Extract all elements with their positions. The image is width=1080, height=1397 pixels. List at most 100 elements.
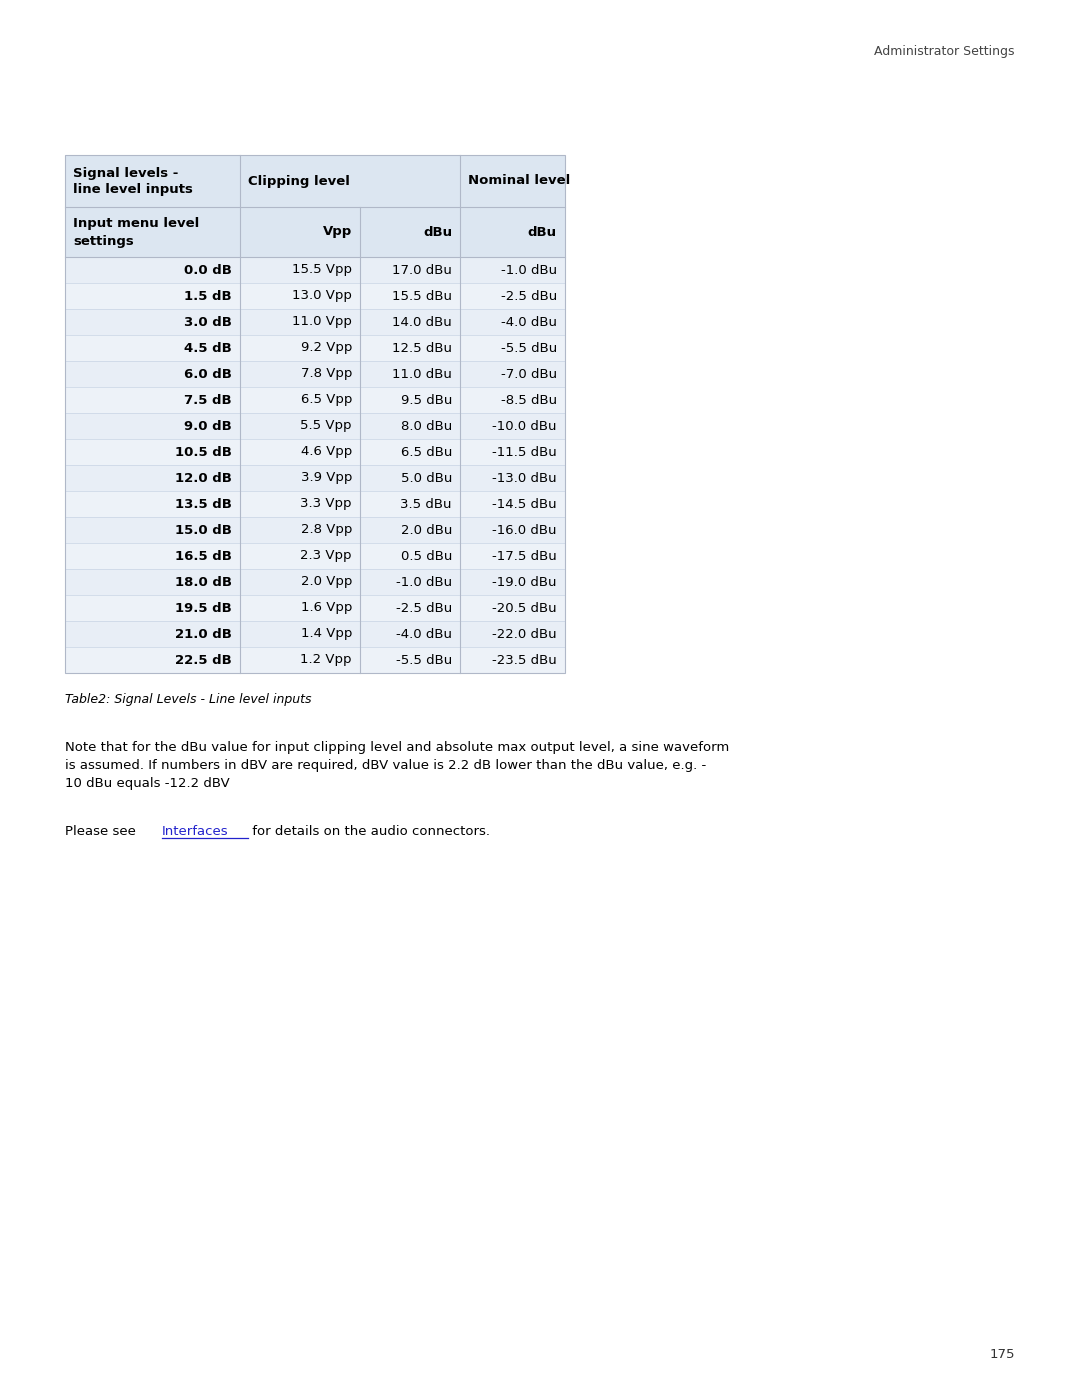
Text: 5.0 dBu: 5.0 dBu bbox=[401, 472, 453, 485]
Bar bbox=[240, 335, 360, 360]
Bar bbox=[360, 439, 460, 465]
Bar bbox=[240, 284, 360, 309]
Text: 3.3 Vpp: 3.3 Vpp bbox=[300, 497, 352, 510]
Bar bbox=[460, 543, 565, 569]
Bar bbox=[460, 439, 565, 465]
Bar bbox=[65, 517, 240, 543]
Bar bbox=[460, 257, 565, 284]
Text: -2.5 dBu: -2.5 dBu bbox=[395, 602, 453, 615]
Text: -5.5 dBu: -5.5 dBu bbox=[501, 341, 557, 355]
Text: Table2: Signal Levels - Line level inputs: Table2: Signal Levels - Line level input… bbox=[65, 693, 311, 705]
Text: 3.0 dB: 3.0 dB bbox=[184, 316, 232, 328]
Bar bbox=[460, 309, 565, 335]
Text: -20.5 dBu: -20.5 dBu bbox=[492, 602, 557, 615]
Text: Note that for the dBu value for input clipping level and absolute max output lev: Note that for the dBu value for input cl… bbox=[65, 740, 729, 754]
Bar bbox=[460, 465, 565, 490]
Text: 2.0 Vpp: 2.0 Vpp bbox=[300, 576, 352, 588]
Bar bbox=[360, 335, 460, 360]
Bar bbox=[360, 490, 460, 517]
Bar bbox=[65, 155, 240, 207]
Bar bbox=[360, 569, 460, 595]
Text: 10.5 dB: 10.5 dB bbox=[175, 446, 232, 458]
Text: Clipping level: Clipping level bbox=[248, 175, 350, 187]
Text: 2.3 Vpp: 2.3 Vpp bbox=[300, 549, 352, 563]
Bar bbox=[460, 569, 565, 595]
Bar bbox=[65, 387, 240, 414]
Text: -2.5 dBu: -2.5 dBu bbox=[501, 289, 557, 303]
Text: -11.5 dBu: -11.5 dBu bbox=[492, 446, 557, 458]
Text: -23.5 dBu: -23.5 dBu bbox=[492, 654, 557, 666]
Text: -22.0 dBu: -22.0 dBu bbox=[492, 627, 557, 640]
Bar bbox=[240, 465, 360, 490]
Text: -7.0 dBu: -7.0 dBu bbox=[501, 367, 557, 380]
Bar bbox=[460, 517, 565, 543]
Text: 1.6 Vpp: 1.6 Vpp bbox=[300, 602, 352, 615]
Bar bbox=[65, 647, 240, 673]
Text: 175: 175 bbox=[989, 1348, 1015, 1362]
Text: Input menu level: Input menu level bbox=[73, 218, 199, 231]
Text: 14.0 dBu: 14.0 dBu bbox=[392, 316, 453, 328]
Text: -17.5 dBu: -17.5 dBu bbox=[492, 549, 557, 563]
Bar bbox=[240, 387, 360, 414]
Bar bbox=[360, 387, 460, 414]
Bar bbox=[360, 360, 460, 387]
Text: is assumed. If numbers in dBV are required, dBV value is 2.2 dB lower than the d: is assumed. If numbers in dBV are requir… bbox=[65, 759, 706, 773]
Text: -5.5 dBu: -5.5 dBu bbox=[395, 654, 453, 666]
Text: 9.0 dB: 9.0 dB bbox=[185, 419, 232, 433]
Text: 15.5 dBu: 15.5 dBu bbox=[392, 289, 453, 303]
Bar bbox=[240, 360, 360, 387]
Bar bbox=[460, 207, 565, 257]
Text: 6.5 Vpp: 6.5 Vpp bbox=[300, 394, 352, 407]
Bar bbox=[460, 647, 565, 673]
Text: 0.0 dB: 0.0 dB bbox=[184, 264, 232, 277]
Text: Administrator Settings: Administrator Settings bbox=[875, 46, 1015, 59]
Bar bbox=[460, 490, 565, 517]
Bar bbox=[360, 543, 460, 569]
Text: -10.0 dBu: -10.0 dBu bbox=[492, 419, 557, 433]
Text: 9.2 Vpp: 9.2 Vpp bbox=[300, 341, 352, 355]
Text: 1.4 Vpp: 1.4 Vpp bbox=[300, 627, 352, 640]
Text: for details on the audio connectors.: for details on the audio connectors. bbox=[248, 826, 490, 838]
Bar bbox=[460, 155, 565, 207]
Text: dBu: dBu bbox=[528, 225, 557, 239]
Text: -19.0 dBu: -19.0 dBu bbox=[492, 576, 557, 588]
Bar bbox=[240, 622, 360, 647]
Text: Interfaces: Interfaces bbox=[162, 826, 229, 838]
Bar bbox=[360, 622, 460, 647]
Bar bbox=[360, 595, 460, 622]
Text: 18.0 dB: 18.0 dB bbox=[175, 576, 232, 588]
Text: 17.0 dBu: 17.0 dBu bbox=[392, 264, 453, 277]
Text: -13.0 dBu: -13.0 dBu bbox=[492, 472, 557, 485]
Bar bbox=[240, 517, 360, 543]
Bar bbox=[65, 622, 240, 647]
Text: 15.5 Vpp: 15.5 Vpp bbox=[292, 264, 352, 277]
Bar bbox=[460, 622, 565, 647]
Text: 19.5 dB: 19.5 dB bbox=[175, 602, 232, 615]
Text: 15.0 dB: 15.0 dB bbox=[175, 524, 232, 536]
Bar bbox=[65, 465, 240, 490]
Text: 7.5 dB: 7.5 dB bbox=[185, 394, 232, 407]
Bar bbox=[240, 490, 360, 517]
Text: 6.5 dBu: 6.5 dBu bbox=[401, 446, 453, 458]
Text: settings: settings bbox=[73, 235, 134, 247]
Bar bbox=[460, 284, 565, 309]
Bar bbox=[240, 309, 360, 335]
Text: 11.0 dBu: 11.0 dBu bbox=[392, 367, 453, 380]
Text: 21.0 dB: 21.0 dB bbox=[175, 627, 232, 640]
Text: 4.6 Vpp: 4.6 Vpp bbox=[300, 446, 352, 458]
Bar bbox=[240, 543, 360, 569]
Bar bbox=[240, 207, 360, 257]
Bar bbox=[460, 595, 565, 622]
Bar bbox=[65, 360, 240, 387]
Text: 2.0 dBu: 2.0 dBu bbox=[401, 524, 453, 536]
Bar bbox=[65, 284, 240, 309]
Bar bbox=[240, 595, 360, 622]
Text: Nominal level: Nominal level bbox=[468, 175, 570, 187]
Text: 13.5 dB: 13.5 dB bbox=[175, 497, 232, 510]
Bar bbox=[360, 647, 460, 673]
Bar bbox=[460, 335, 565, 360]
Bar bbox=[460, 360, 565, 387]
Bar bbox=[240, 414, 360, 439]
Text: 12.0 dB: 12.0 dB bbox=[175, 472, 232, 485]
Text: -8.5 dBu: -8.5 dBu bbox=[501, 394, 557, 407]
